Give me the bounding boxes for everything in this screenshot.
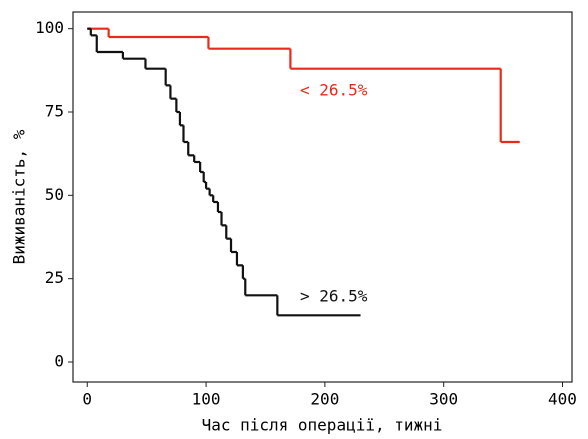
y-tick-label: 0 — [54, 352, 64, 371]
x-tick-label: 100 — [192, 390, 221, 409]
plot-frame — [72, 11, 573, 383]
y-tick-label: 50 — [45, 185, 64, 204]
series-label: < 26.5% — [300, 81, 368, 100]
x-tick-label: 400 — [548, 390, 577, 409]
series-label: > 26.5% — [300, 287, 368, 306]
x-tick-label: 300 — [429, 390, 458, 409]
y-tick-label: 25 — [45, 268, 64, 287]
x-tick-label: 0 — [82, 390, 92, 409]
y-tick-label: 75 — [45, 102, 64, 121]
x-tick-label: 200 — [310, 390, 339, 409]
y-tick-label: 100 — [35, 18, 64, 37]
x-axis-label: Час після операції, тижні — [202, 416, 443, 435]
y-axis-label: Виживаність, % — [10, 129, 29, 264]
